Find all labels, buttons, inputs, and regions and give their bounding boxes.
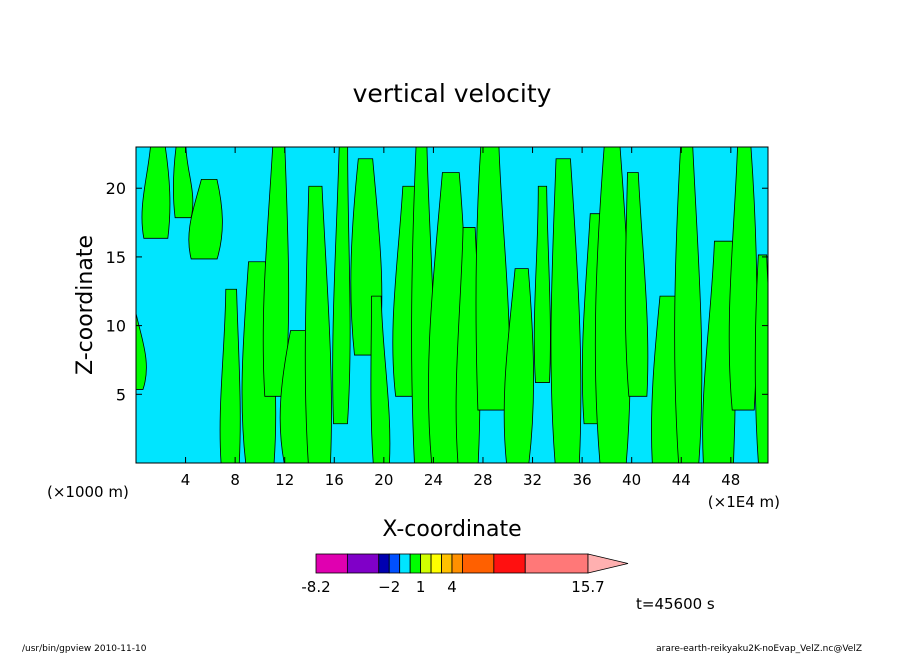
updraft-region-4 (219, 288, 241, 463)
colorbar-swatch (524, 553, 589, 574)
colorbar-swatch (430, 553, 442, 574)
footer-right: arare-earth-reikyaku2K-noEvap_VelZ.nc@Ve… (656, 644, 862, 654)
x-unit-left: (×1000 m) (47, 483, 129, 501)
x-axis-ticks: 4 8 12 16 20 24 28 32 36 40 44 48 (181, 147, 740, 489)
colorbar-label: 1 (416, 578, 426, 596)
x-tick-label: 8 (230, 471, 240, 489)
x-tick-label: 32 (523, 471, 542, 489)
colorbar-swatch (462, 553, 495, 574)
x-tick-label: 24 (424, 471, 443, 489)
colorbar-swatch (451, 553, 463, 574)
updraft-region-6 (262, 147, 290, 397)
colorbar-label: -8.2 (301, 578, 330, 596)
updraft-region-19 (550, 158, 582, 463)
contour-fill-layer (136, 147, 768, 463)
x-tick-label: 4 (181, 471, 191, 489)
updraft-region-18 (533, 185, 551, 383)
x-tick-label: 16 (325, 471, 344, 489)
updraft-region-27 (754, 254, 768, 463)
colorbar-swatch (493, 553, 526, 574)
updraft-region-2 (172, 147, 194, 219)
x-axis-label: X-coordinate (382, 517, 521, 542)
x-tick-label: 20 (374, 471, 393, 489)
x-tick-label: 28 (473, 471, 492, 489)
colorbar-labels: -8.2 −2 1 4 15.7 (301, 578, 604, 596)
x-tick-label: 12 (275, 471, 294, 489)
colorbar-label: 15.7 (571, 578, 604, 596)
updraft-region-11 (370, 295, 391, 463)
x-tick-label: 40 (622, 471, 641, 489)
updraft-region-1 (141, 147, 171, 239)
colorbar-extend-arrow (587, 553, 629, 574)
chart-title: vertical velocity (353, 79, 552, 108)
colorbar-swatch (346, 553, 380, 574)
updraft-region-24 (674, 147, 703, 463)
colorbar-swatch (388, 553, 401, 574)
colorbar (315, 553, 629, 574)
footer-left: /usr/bin/gpview 2010-11-10 (22, 644, 147, 654)
updraft-region-3 (188, 178, 223, 260)
y-tick-label: 15 (106, 248, 126, 267)
colorbar-label: 4 (447, 578, 457, 596)
x-tick-label: 48 (721, 471, 740, 489)
colorbar-label: −2 (378, 578, 400, 596)
y-tick-label: 20 (106, 179, 126, 198)
updraft-region-0 (136, 311, 147, 390)
colorbar-swatch (441, 553, 453, 574)
colorbar-swatch (409, 553, 422, 574)
colorbar-swatch (420, 553, 432, 574)
updraft-region-9 (332, 147, 351, 425)
colorbar-swatch (378, 553, 390, 574)
updraft-region-22 (624, 172, 649, 397)
colorbar-swatch (399, 553, 411, 574)
x-unit-right: (×1E4 m) (708, 493, 780, 511)
x-tick-label: 36 (573, 471, 592, 489)
y-tick-label: 5 (116, 385, 126, 404)
y-axis-ticks: 5 10 15 20 (106, 179, 768, 404)
updraft-region-8 (304, 185, 332, 463)
updraft-region-17 (503, 268, 534, 463)
colorbar-swatch (315, 553, 348, 574)
plot-area (135, 146, 769, 464)
y-axis-label: Z-coordinate (73, 235, 98, 375)
plot-frame (135, 146, 769, 464)
time-label: t=45600 s (636, 595, 715, 613)
y-tick-label: 10 (106, 317, 126, 336)
x-tick-label: 44 (672, 471, 691, 489)
